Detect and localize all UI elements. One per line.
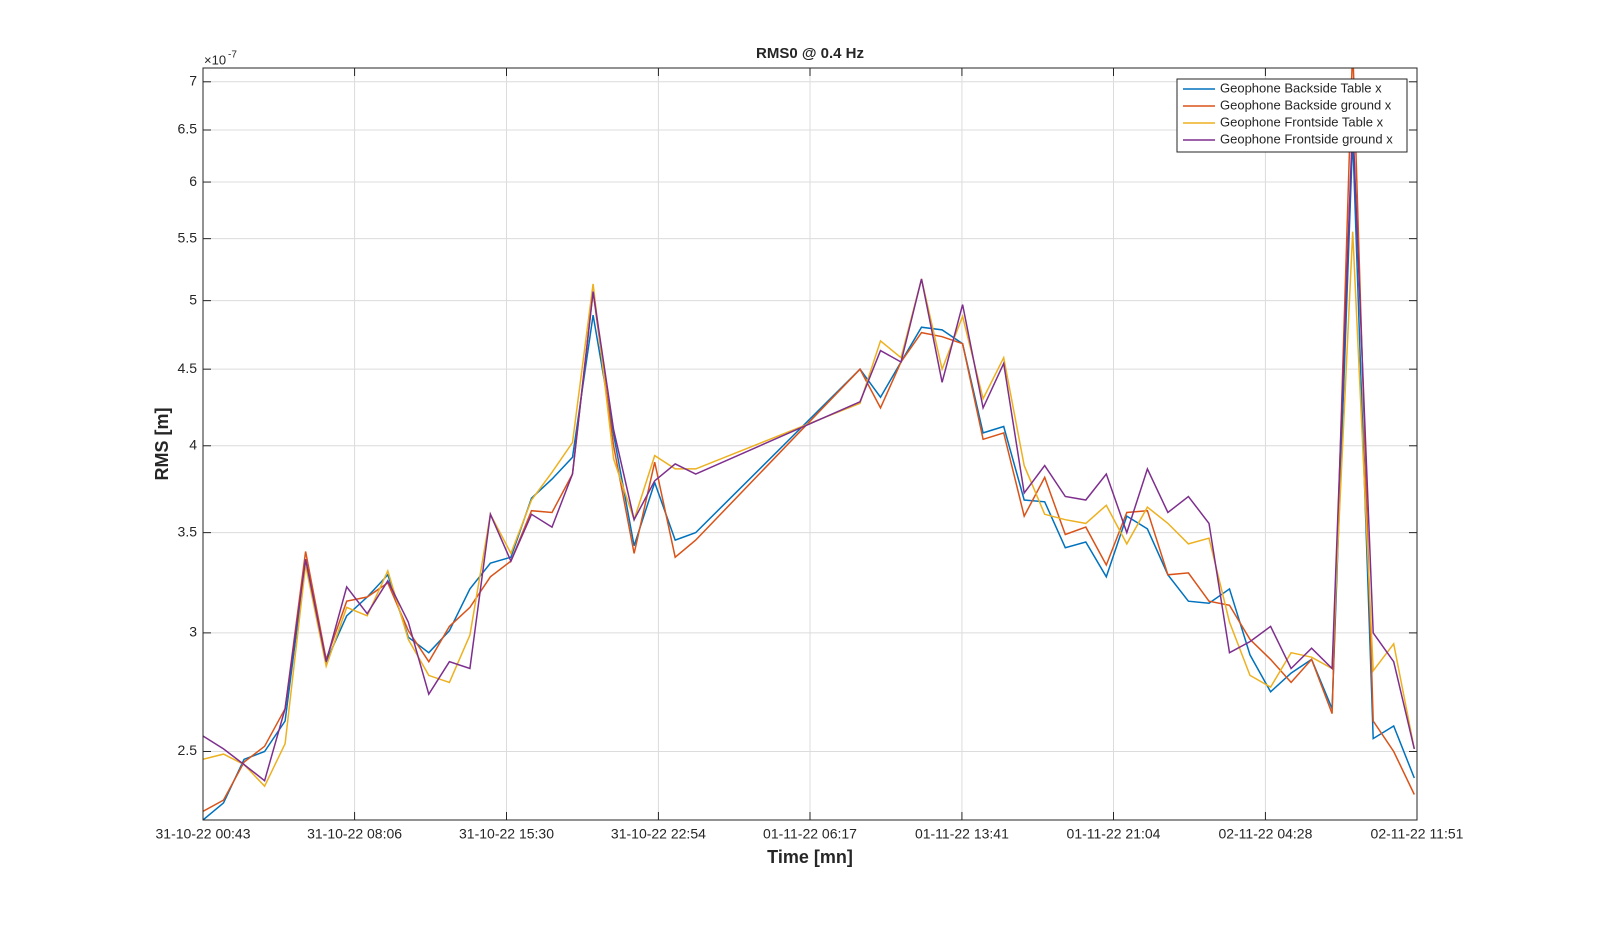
chart-title: RMS0 @ 0.4 Hz (756, 45, 864, 62)
legend-label: Geophone Backside ground x (1220, 97, 1392, 112)
legend-label: Geophone Frontside ground x (1220, 131, 1393, 146)
x-tick-label: 01-11-22 06:17 (763, 826, 857, 842)
x-tick-label: 31-10-22 15:30 (459, 826, 554, 842)
series-line (203, 231, 1416, 788)
legend-box (1176, 78, 1408, 153)
y-tick-label: 7 (189, 72, 197, 88)
y-tick-label: 3 (189, 624, 197, 640)
y-tick-label: 5 (189, 291, 197, 307)
x-axis-label: Time [mn] (767, 847, 853, 867)
series-line (203, 120, 1416, 782)
y-tick-label: 5.5 (178, 229, 198, 245)
x-tick-label: 02-11-22 11:51 (1371, 826, 1464, 842)
y-tick-label: 2.5 (178, 742, 198, 758)
legend-label: Geophone Frontside Table x (1220, 114, 1384, 129)
x-tick-label: 02-11-22 04:28 (1218, 826, 1312, 842)
y-exponent: -7 (228, 50, 237, 61)
x-tick-label: 31-10-22 00:43 (156, 826, 251, 842)
y-tick-label: 4.5 (178, 360, 198, 376)
y-tick-label: 3.5 (178, 523, 198, 539)
x-tick-label: 01-11-22 21:04 (1067, 826, 1161, 842)
y-axis-label: RMS [m] (152, 408, 172, 481)
y-tick-label: 6 (189, 173, 197, 189)
legend-label: Geophone Backside Table x (1220, 80, 1382, 95)
legend: Geophone Backside Table x Geophone Backsi… (1176, 78, 1408, 153)
y-tick-label: 6.5 (178, 121, 198, 137)
x-tick-label: 01-11-22 13:41 (915, 826, 1009, 842)
y-tick-label: 4 (189, 436, 197, 452)
series-line (203, 136, 1415, 820)
y-multiplier: ×10 (204, 52, 226, 67)
x-tick-label: 31-10-22 22:54 (611, 826, 706, 842)
axes-box (202, 67, 1418, 821)
series-lines (203, 68, 1416, 820)
x-tick-label: 31-10-22 08:06 (307, 826, 402, 842)
